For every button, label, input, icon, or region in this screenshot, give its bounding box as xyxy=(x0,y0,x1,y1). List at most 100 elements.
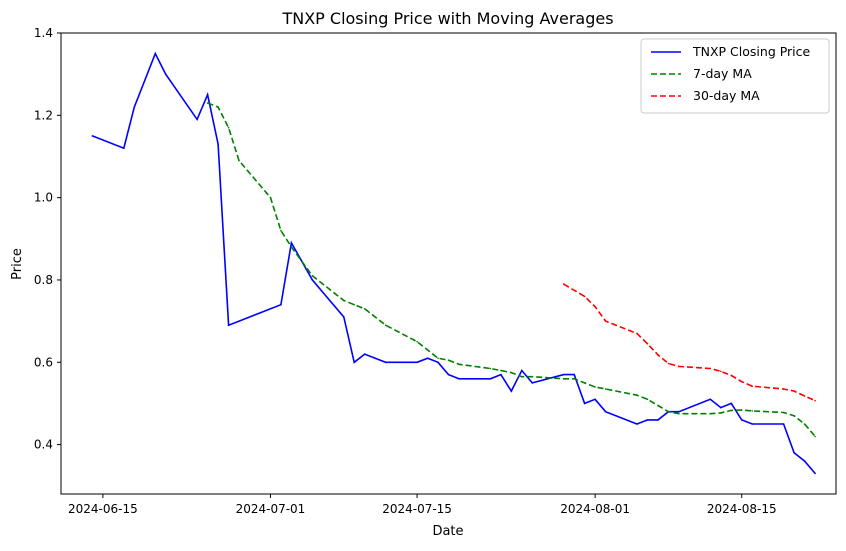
data-point-2-12 xyxy=(740,380,743,383)
y-tick-label: 0.4 xyxy=(34,438,53,452)
data-point-0-0 xyxy=(91,135,94,137)
data-point-0-17 xyxy=(426,357,429,360)
data-point-1-14 xyxy=(437,357,439,360)
data-point-0-44 xyxy=(814,472,816,475)
data-point-1-24 xyxy=(583,382,586,384)
data-point-1-23 xyxy=(573,378,575,380)
data-point-1-0 xyxy=(206,102,209,104)
data-point-0-37 xyxy=(720,406,722,409)
series-line-2 xyxy=(563,283,816,402)
legend: TNXP Closing Price 7-day MA 30-day MA xyxy=(640,38,830,114)
data-point-1-20 xyxy=(521,375,523,378)
data-point-0-15 xyxy=(384,361,387,364)
series-line-1 xyxy=(207,102,816,437)
y-tick-label: 1.2 xyxy=(34,108,53,122)
data-point-0-20 xyxy=(458,378,460,380)
data-point-0-21 xyxy=(489,378,492,380)
data-point-2-6 xyxy=(657,354,659,356)
y-tick-label: 1.0 xyxy=(34,191,53,205)
data-point-1-1 xyxy=(217,106,219,108)
legend-label: 7-day MA xyxy=(693,66,752,81)
data-point-0-41 xyxy=(782,423,785,425)
legend-label: TNXP Closing Price xyxy=(692,44,811,59)
data-point-2-2 xyxy=(594,305,596,308)
data-point-1-2 xyxy=(227,126,230,129)
data-point-0-7 xyxy=(217,143,219,145)
data-point-0-32 xyxy=(646,419,649,421)
data-point-0-10 xyxy=(290,242,293,244)
data-point-1-17 xyxy=(489,367,492,370)
data-point-1-10 xyxy=(363,308,366,310)
data-point-0-38 xyxy=(730,402,733,405)
data-point-2-4 xyxy=(636,332,638,335)
data-point-0-8 xyxy=(227,324,230,327)
x-tick-label: 2024-06-15 xyxy=(68,502,138,516)
y-tick-label: 0.8 xyxy=(34,273,53,287)
data-point-1-19 xyxy=(510,371,513,374)
data-point-1-26 xyxy=(604,388,607,390)
data-point-2-13 xyxy=(751,385,753,388)
data-point-0-29 xyxy=(594,398,596,401)
data-point-1-32 xyxy=(709,412,712,415)
data-point-1-21 xyxy=(531,375,534,378)
data-point-1-11 xyxy=(384,324,387,327)
data-point-0-12 xyxy=(343,316,345,318)
data-point-1-37 xyxy=(782,411,785,414)
data-point-0-22 xyxy=(500,373,502,376)
data-point-2-8 xyxy=(678,365,680,368)
x-tick-label: 2024-07-01 xyxy=(236,502,306,516)
data-point-1-16 xyxy=(458,363,460,366)
data-point-1-34 xyxy=(730,409,733,412)
data-point-0-23 xyxy=(510,390,513,392)
data-point-2-10 xyxy=(720,370,722,373)
data-point-0-43 xyxy=(803,460,806,462)
data-point-0-27 xyxy=(573,373,575,376)
data-point-0-1 xyxy=(123,147,125,149)
data-point-0-3 xyxy=(154,52,157,55)
data-point-1-36 xyxy=(751,410,753,412)
data-point-0-35 xyxy=(678,410,680,413)
data-point-0-4 xyxy=(164,73,167,75)
data-point-1-6 xyxy=(290,246,293,248)
y-axis-label: Price xyxy=(10,248,25,280)
data-point-2-3 xyxy=(604,320,607,322)
data-point-1-39 xyxy=(803,423,806,425)
data-point-2-17 xyxy=(814,399,816,402)
data-point-0-42 xyxy=(793,452,795,454)
data-point-0-31 xyxy=(636,423,638,425)
data-point-2-7 xyxy=(667,362,670,365)
data-point-0-13 xyxy=(353,361,356,364)
data-point-2-11 xyxy=(730,374,733,377)
data-point-1-28 xyxy=(646,398,649,401)
x-tick-label: 2024-07-15 xyxy=(382,502,452,516)
data-point-0-14 xyxy=(363,353,366,355)
x-axis-label: Date xyxy=(432,524,463,539)
data-point-2-9 xyxy=(709,367,712,370)
data-point-1-30 xyxy=(667,410,670,413)
chart-title: TNXP Closing Price with Moving Averages xyxy=(281,9,613,28)
tick-layer: 2024-06-15 2024-07-01 2024-07-15 2024-08-01… xyxy=(34,26,777,516)
data-point-0-24 xyxy=(521,369,523,372)
data-point-1-18 xyxy=(500,369,502,372)
data-point-1-3 xyxy=(238,159,240,162)
data-point-1-35 xyxy=(740,409,743,411)
plot-area-frame xyxy=(60,32,837,495)
data-point-1-5 xyxy=(280,229,282,232)
data-point-1-29 xyxy=(657,404,659,407)
data-point-0-28 xyxy=(583,402,586,405)
data-point-2-16 xyxy=(803,395,806,397)
data-point-2-14 xyxy=(782,388,785,390)
data-point-0-33 xyxy=(657,419,659,421)
data-point-1-25 xyxy=(594,386,596,388)
data-point-1-4 xyxy=(269,196,272,199)
data-point-0-11 xyxy=(311,279,314,281)
data-point-1-40 xyxy=(814,435,816,438)
data-point-0-19 xyxy=(447,373,450,376)
data-point-0-39 xyxy=(740,419,743,421)
data-point-2-1 xyxy=(583,295,586,298)
data-point-0-16 xyxy=(416,361,418,364)
legend-label: 30-day MA xyxy=(693,88,760,103)
data-point-1-9 xyxy=(353,303,356,306)
